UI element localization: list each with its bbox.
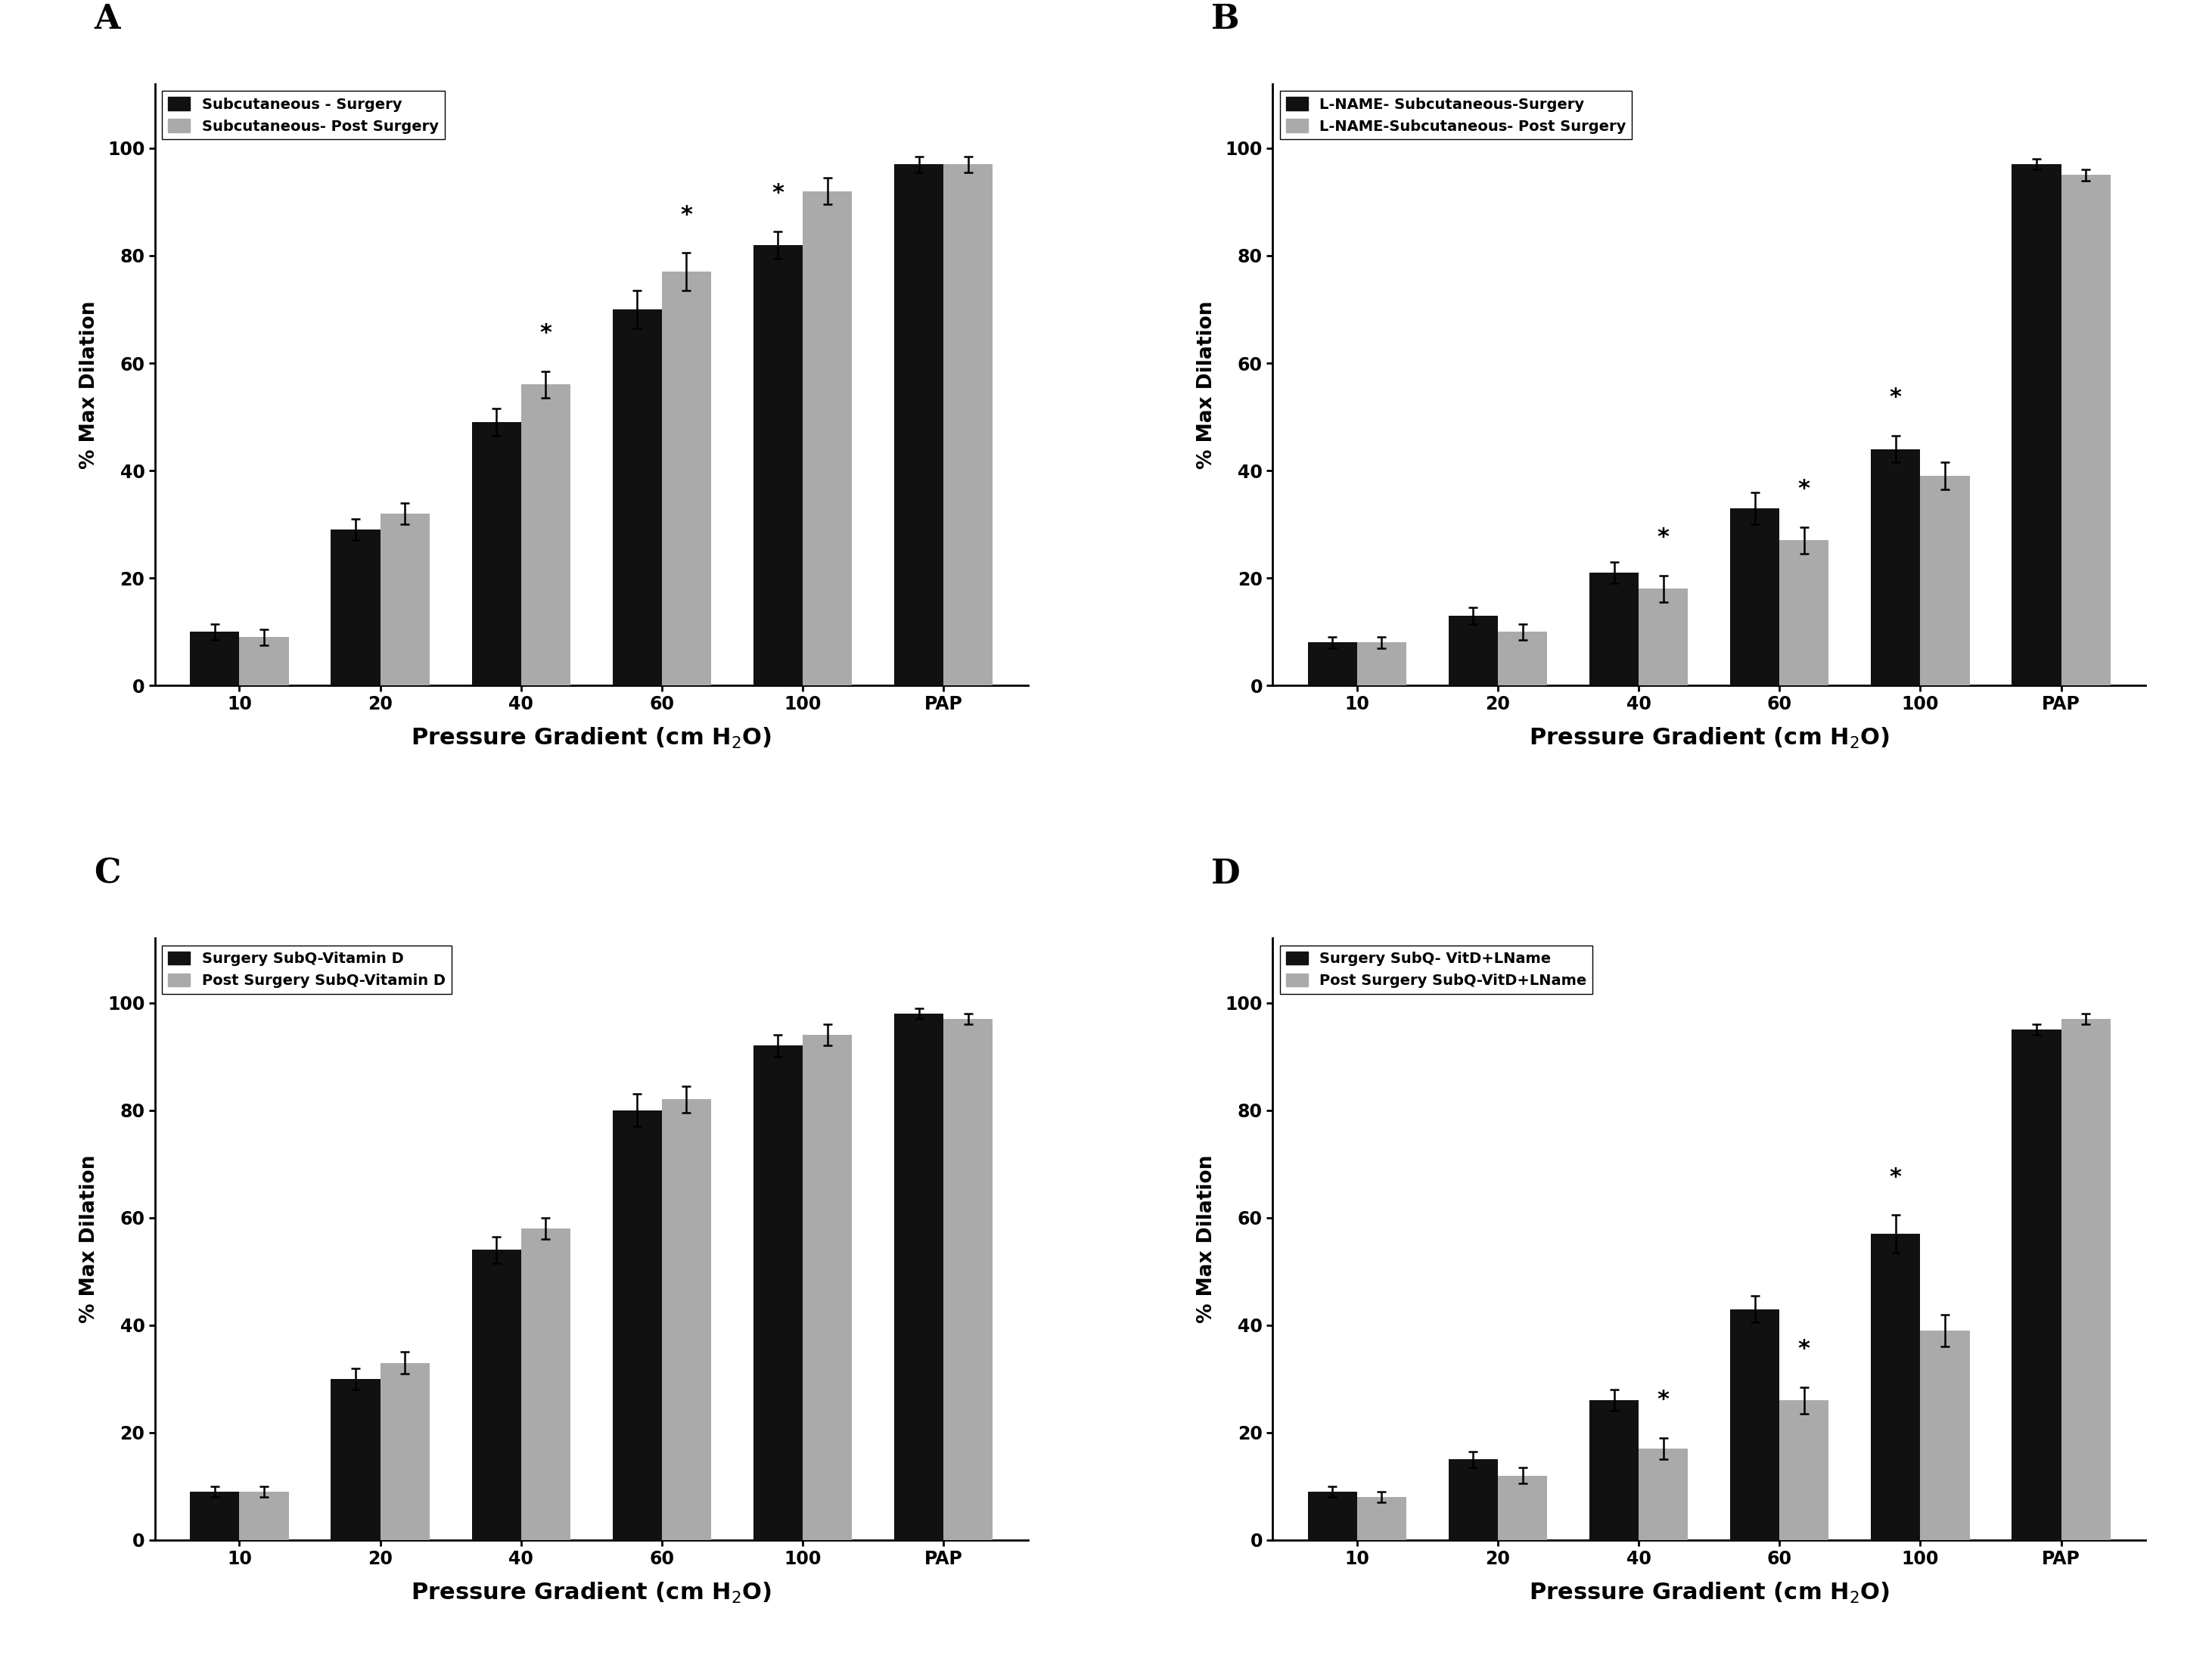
- Y-axis label: % Max Dilation: % Max Dilation: [80, 1155, 100, 1322]
- Legend: Surgery SubQ-Vitamin D, Post Surgery SubQ-Vitamin D: Surgery SubQ-Vitamin D, Post Surgery Sub…: [161, 946, 451, 994]
- Text: *: *: [681, 204, 692, 226]
- Bar: [380, 514, 429, 686]
- Bar: [1730, 509, 1778, 686]
- Bar: [661, 271, 710, 686]
- X-axis label: Pressure Gradient (cm H$_2$O): Pressure Gradient (cm H$_2$O): [411, 727, 772, 750]
- Bar: [1449, 1460, 1498, 1540]
- Bar: [1920, 475, 1969, 686]
- Bar: [2062, 1019, 2110, 1540]
- Bar: [613, 1110, 661, 1540]
- Bar: [1449, 616, 1498, 686]
- Y-axis label: % Max Dilation: % Max Dilation: [1197, 301, 1217, 469]
- Bar: [2062, 176, 2110, 686]
- X-axis label: Pressure Gradient (cm H$_2$O): Pressure Gradient (cm H$_2$O): [411, 1580, 772, 1605]
- Bar: [803, 191, 852, 686]
- Bar: [754, 244, 803, 686]
- Bar: [1871, 1234, 1920, 1540]
- Bar: [1307, 643, 1356, 686]
- Bar: [239, 1492, 288, 1540]
- Bar: [1639, 589, 1688, 686]
- Bar: [1590, 573, 1639, 686]
- Bar: [1639, 1448, 1688, 1540]
- Bar: [1590, 1401, 1639, 1540]
- Text: *: *: [540, 323, 551, 345]
- Bar: [754, 1046, 803, 1540]
- Bar: [190, 631, 239, 686]
- Bar: [2013, 1030, 2062, 1540]
- Bar: [1498, 1475, 1546, 1540]
- Bar: [894, 1013, 945, 1540]
- Bar: [613, 310, 661, 686]
- Bar: [1871, 449, 1920, 686]
- Text: *: *: [1657, 527, 1670, 549]
- Text: *: *: [772, 182, 783, 204]
- Bar: [522, 1229, 571, 1540]
- Bar: [661, 1100, 710, 1540]
- Bar: [1920, 1331, 1969, 1540]
- X-axis label: Pressure Gradient (cm H$_2$O): Pressure Gradient (cm H$_2$O): [1528, 727, 1889, 750]
- Bar: [471, 1250, 522, 1540]
- Bar: [190, 1492, 239, 1540]
- Text: B: B: [1212, 3, 1239, 35]
- Bar: [1307, 1492, 1356, 1540]
- Bar: [332, 1379, 380, 1540]
- X-axis label: Pressure Gradient (cm H$_2$O): Pressure Gradient (cm H$_2$O): [1528, 1580, 1889, 1605]
- Bar: [894, 164, 945, 686]
- Bar: [522, 385, 571, 686]
- Bar: [1498, 631, 1546, 686]
- Text: A: A: [93, 3, 119, 35]
- Text: C: C: [93, 857, 119, 891]
- Legend: Subcutaneous - Surgery, Subcutaneous- Post Surgery: Subcutaneous - Surgery, Subcutaneous- Po…: [161, 90, 445, 139]
- Legend: Surgery SubQ- VitD+LName, Post Surgery SubQ-VitD+LName: Surgery SubQ- VitD+LName, Post Surgery S…: [1281, 946, 1593, 994]
- Bar: [945, 1019, 993, 1540]
- Y-axis label: % Max Dilation: % Max Dilation: [80, 301, 100, 469]
- Text: *: *: [1798, 479, 1809, 501]
- Text: D: D: [1212, 857, 1241, 891]
- Bar: [1778, 1401, 1829, 1540]
- Text: *: *: [1889, 387, 1902, 408]
- Bar: [803, 1035, 852, 1540]
- Bar: [2013, 164, 2062, 686]
- Bar: [1730, 1309, 1778, 1540]
- Bar: [239, 638, 288, 686]
- Bar: [1356, 643, 1407, 686]
- Bar: [1778, 541, 1829, 686]
- Text: *: *: [1657, 1389, 1670, 1411]
- Legend: L-NAME- Subcutaneous-Surgery, L-NAME-Subcutaneous- Post Surgery: L-NAME- Subcutaneous-Surgery, L-NAME-Sub…: [1281, 90, 1632, 139]
- Bar: [380, 1363, 429, 1540]
- Text: *: *: [1798, 1338, 1809, 1359]
- Y-axis label: % Max Dilation: % Max Dilation: [1197, 1155, 1217, 1322]
- Bar: [945, 164, 993, 686]
- Bar: [1356, 1497, 1407, 1540]
- Bar: [471, 422, 522, 686]
- Text: *: *: [1889, 1167, 1902, 1189]
- Bar: [332, 529, 380, 686]
